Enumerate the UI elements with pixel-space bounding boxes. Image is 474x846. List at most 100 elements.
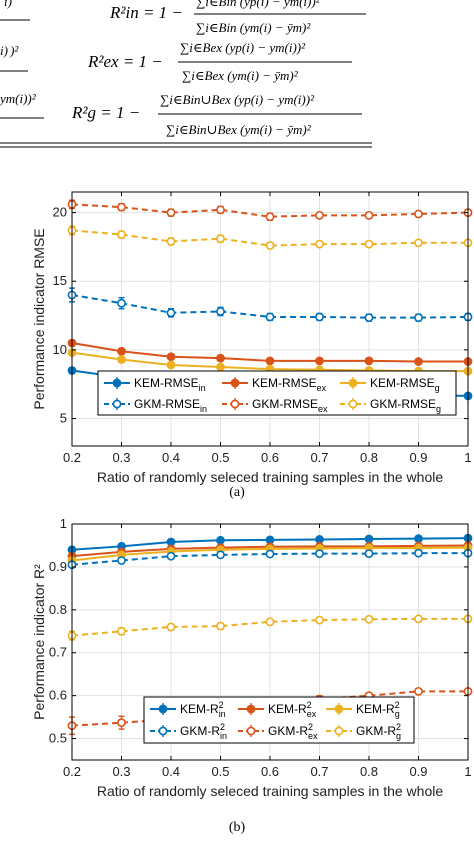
x-tick-label: 0.8 (360, 764, 378, 779)
data-point (216, 307, 225, 316)
y-tick-label: 0.8 (49, 602, 67, 617)
left-fragment-3: ym(i))² (0, 91, 37, 106)
data-point (265, 617, 275, 627)
data-point (117, 230, 126, 239)
x-tick-label: 0.9 (409, 450, 427, 465)
data-point (315, 239, 324, 249)
x-tick-label: 0.5 (211, 764, 229, 779)
legend-item: KEM-R2 ex (238, 700, 317, 719)
y-axis-label: Performance indicator RMSE (31, 228, 47, 409)
data-point (414, 548, 423, 558)
data-point (265, 212, 275, 222)
x-tick-label: 0.7 (310, 450, 328, 465)
x-tick-label: 0.9 (409, 764, 427, 779)
data-point (364, 614, 374, 624)
legend-item: GKM-R2 ex (238, 722, 318, 741)
data-point (117, 556, 126, 565)
series-gkm-rmse-g (67, 225, 473, 250)
data-point (315, 549, 324, 559)
data-point (166, 308, 176, 318)
y-tick-label: 0.5 (49, 731, 67, 746)
r2-in-lhs: R²in = 1 − (109, 3, 183, 22)
x-tick-label: 0.4 (162, 450, 180, 465)
left-fragment-2: i) )² (0, 43, 19, 58)
y-tick-label: 1 (60, 516, 67, 531)
legend-item: GKM-R2 in (150, 722, 227, 741)
data-point (414, 686, 423, 696)
x-axis-label: Ratio of randomly seleced training sampl… (97, 469, 444, 485)
data-point (166, 360, 176, 370)
legend-label: KEM-RMSEin (134, 376, 206, 393)
legend-item: GKM-RMSEin (104, 397, 207, 414)
legend-item: GKM-RMSEex (222, 397, 328, 414)
data-point (216, 353, 225, 363)
data-point (117, 355, 126, 364)
x-tick-label: 0.3 (112, 450, 130, 465)
legend-marker (348, 399, 358, 409)
r2-in-numerator: ∑i∈Bin (yp(i) − ym(i))² (196, 0, 321, 9)
r2-g-lhs: R²g = 1 − (71, 103, 140, 122)
left-fragment-1: i) (4, 0, 12, 9)
legend-item: GKM-RMSEg (340, 397, 441, 414)
series-line (71, 293, 469, 319)
legend-marker (112, 399, 122, 409)
legend-label: GKM-R2 ex (268, 722, 318, 741)
x-tick-label: 0.3 (112, 764, 130, 779)
data-point (216, 205, 225, 215)
data-point (117, 298, 126, 308)
data-point (364, 210, 374, 220)
data-point (414, 614, 423, 624)
legend-label: KEM-R2 ex (268, 700, 317, 719)
data-point (265, 356, 275, 366)
legend-item: GKM-R2 g (326, 722, 401, 741)
data-point (265, 312, 275, 322)
data-point (166, 237, 176, 246)
legend-item: KEM-RMSEg (340, 376, 440, 393)
legend-marker (158, 704, 168, 714)
y-tick-label: 5 (60, 411, 67, 426)
y-axis-label: Performance indicator R² (31, 564, 47, 720)
x-tick-label: 1 (464, 764, 471, 779)
y-tick-label: 20 (53, 205, 67, 220)
r2-ex-denominator: ∑i∈Bex (ym(i) − ȳm)² (182, 68, 299, 83)
series-kem-rmse-ex (67, 338, 473, 366)
legend-marker (348, 378, 358, 388)
data-point (364, 549, 374, 559)
caption-a: (a) (229, 485, 245, 500)
data-point (364, 534, 374, 544)
x-tick-label: 0.2 (63, 450, 81, 465)
x-tick-label: 0.5 (211, 450, 229, 465)
legend-label: GKM-R2 in (180, 722, 227, 741)
r2-ex-lhs: R²ex = 1 − (87, 52, 163, 71)
data-point (414, 238, 423, 248)
caption-b: (b) (228, 820, 246, 835)
series-line (71, 203, 469, 218)
legend-item: KEM-RMSEex (222, 376, 327, 393)
data-point (117, 202, 126, 212)
legend-item: KEM-R2 in (150, 700, 226, 719)
legend-marker (230, 378, 240, 388)
x-tick-label: 0.4 (162, 764, 180, 779)
data-point (166, 352, 176, 362)
x-axis-label: Ratio of randomly seleced training sampl… (97, 783, 444, 799)
legend-label: GKM-RMSEin (134, 397, 207, 414)
legend-marker (112, 378, 122, 388)
legend-label: KEM-R2 in (180, 700, 226, 719)
data-point (265, 241, 275, 250)
x-tick-label: 0.8 (360, 450, 378, 465)
legend-label: GKM-RMSEg (370, 397, 441, 414)
data-point (414, 357, 423, 366)
data-point (117, 346, 126, 356)
data-point (117, 626, 126, 636)
series-gkm-r-g (67, 614, 473, 641)
x-tick-label: 0.2 (63, 764, 81, 779)
x-tick-label: 1 (464, 450, 471, 465)
data-point (315, 615, 324, 625)
series-line (71, 552, 468, 566)
data-point (216, 621, 225, 631)
x-tick-label: 0.7 (310, 764, 328, 779)
series-gkm-rmse-ex (67, 199, 473, 222)
series-gkm-rmse-in (67, 287, 473, 323)
